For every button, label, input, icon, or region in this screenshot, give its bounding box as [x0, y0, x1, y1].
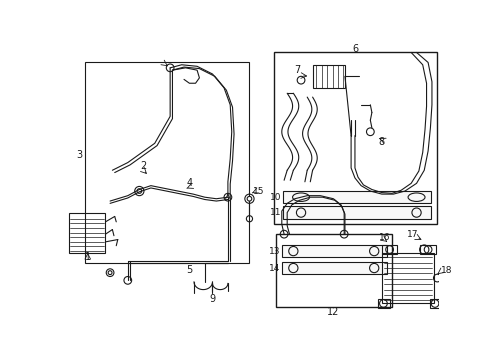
Bar [85, 62, 248, 263]
Bar [312, 65, 344, 88]
Circle shape [108, 271, 112, 275]
Circle shape [246, 197, 251, 201]
Text: 11: 11 [269, 208, 281, 217]
Text: 18: 18 [440, 266, 452, 275]
Text: 4: 4 [186, 178, 192, 188]
Text: 8: 8 [378, 137, 384, 147]
Bar [283, 206, 430, 219]
Text: 16: 16 [378, 233, 389, 242]
Bar [429, 299, 439, 308]
Text: 1: 1 [84, 252, 91, 262]
Bar [68, 213, 105, 253]
Bar [281, 262, 386, 274]
Bar [420, 245, 435, 254]
Text: 7: 7 [293, 65, 300, 75]
Text: 6: 6 [351, 44, 357, 54]
Text: 17: 17 [406, 230, 418, 239]
Bar [274, 53, 436, 224]
Text: 3: 3 [76, 150, 82, 160]
Bar [276, 234, 391, 306]
Circle shape [137, 189, 142, 193]
Text: 10: 10 [269, 193, 281, 202]
Bar [377, 299, 389, 308]
Bar [281, 245, 386, 257]
Bar [381, 245, 396, 254]
Text: 12: 12 [326, 307, 339, 317]
Text: 15: 15 [252, 186, 264, 195]
Text: 9: 9 [209, 294, 215, 304]
Text: 5: 5 [186, 265, 192, 275]
Text: 13: 13 [268, 247, 280, 256]
Text: 14: 14 [268, 264, 280, 273]
Bar [283, 191, 430, 203]
Text: 2: 2 [140, 161, 146, 171]
Bar [381, 253, 433, 303]
